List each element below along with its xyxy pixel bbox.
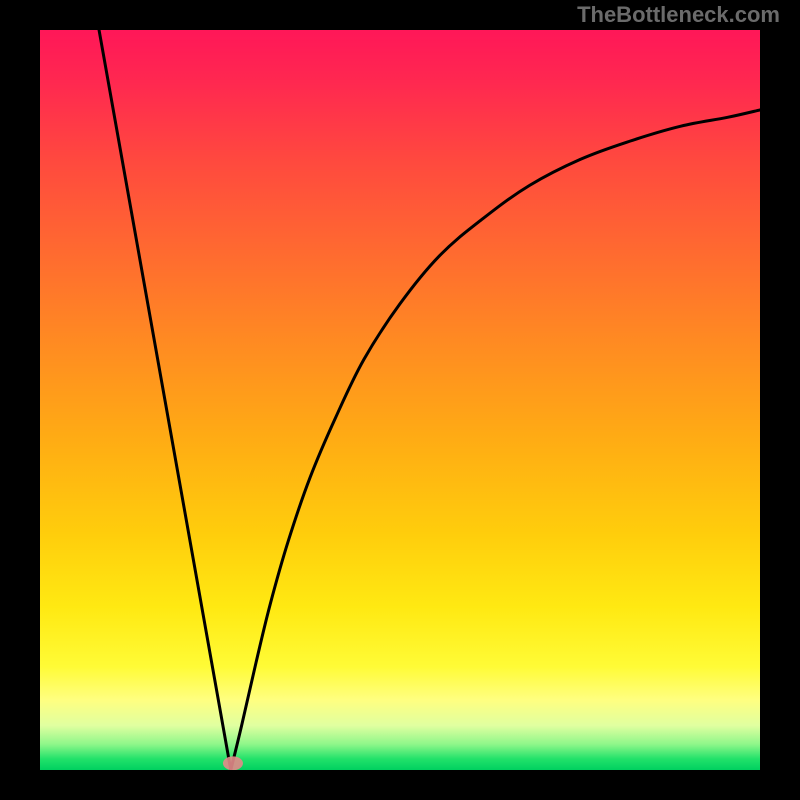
curve-minimum-marker (223, 756, 243, 770)
chart-container: TheBottleneck.com (0, 0, 800, 800)
gradient-background (40, 30, 760, 770)
plot-area (40, 30, 760, 770)
watermark-text: TheBottleneck.com (577, 2, 780, 28)
